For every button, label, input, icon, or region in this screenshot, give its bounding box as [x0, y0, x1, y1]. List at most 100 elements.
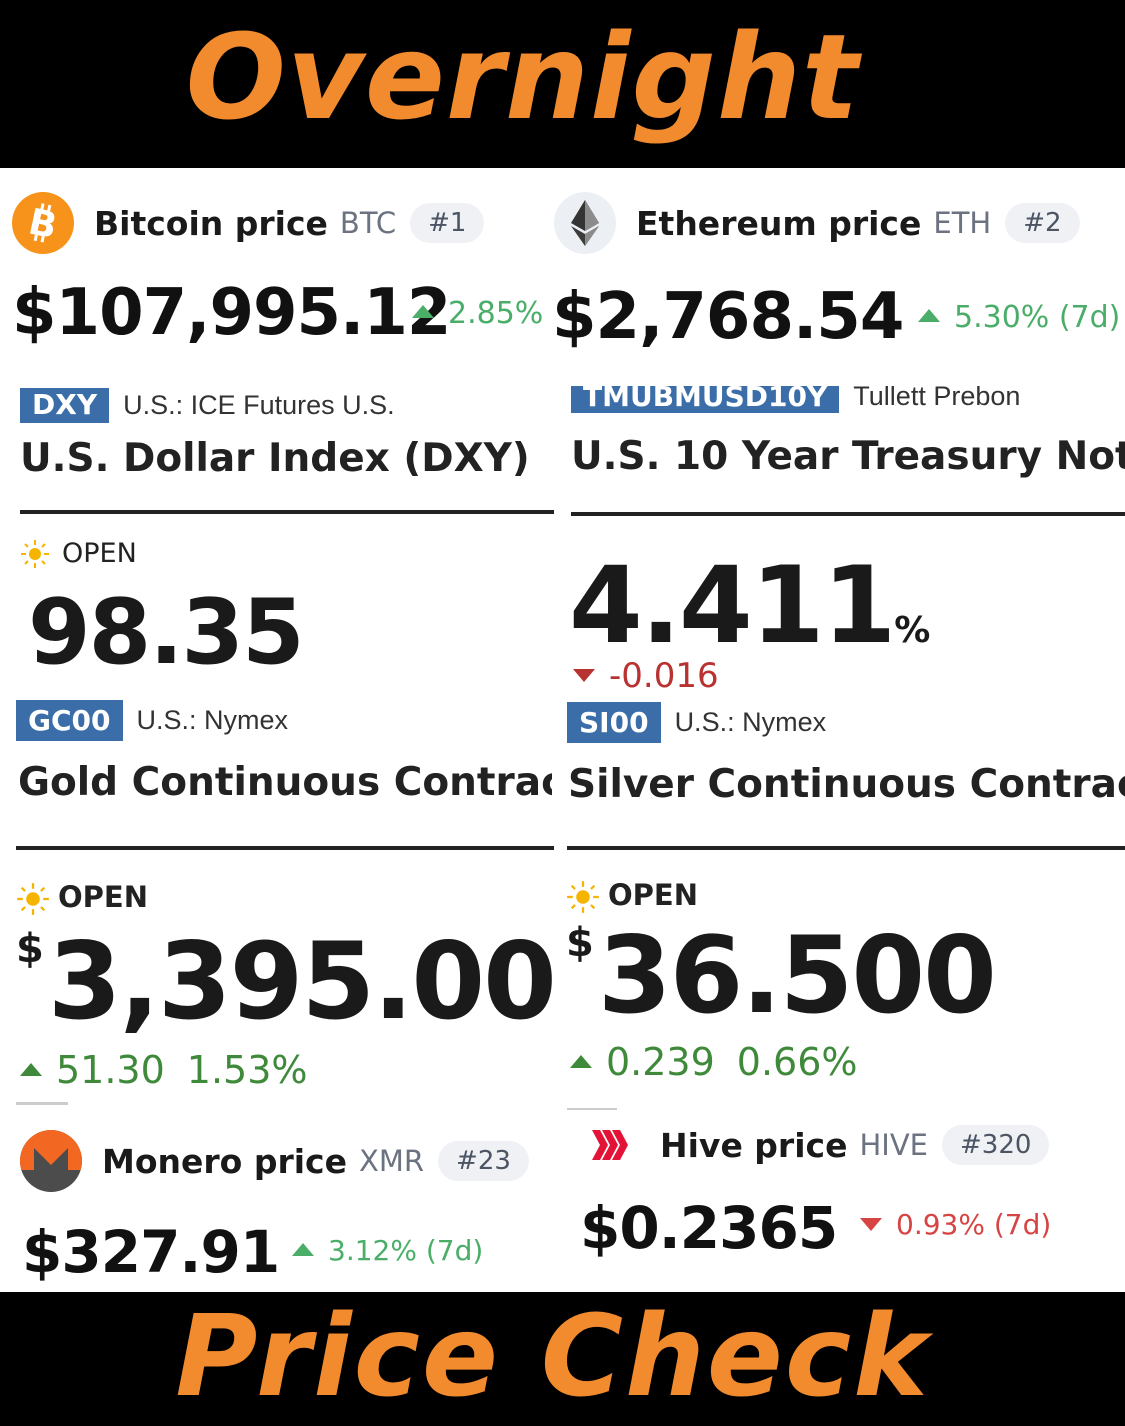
- caret-down-icon: [860, 1217, 882, 1231]
- treasury-panel: TMUBMUSD10Y Tullett Prebon U.S. 10 Year …: [565, 386, 1125, 694]
- silver-status-text: OPEN: [608, 878, 698, 912]
- sun-icon: [16, 882, 49, 915]
- caret-up-icon: [570, 1055, 592, 1068]
- monero-price: $327.91: [22, 1218, 280, 1286]
- silver-status: OPEN: [566, 878, 698, 913]
- caret-up-icon: [918, 309, 940, 322]
- hive-change: 0.93% (7d): [860, 1208, 1051, 1241]
- bitcoin-name: Bitcoin price: [94, 203, 328, 243]
- bitcoin-header: B Bitcoin price BTC #1: [12, 192, 485, 254]
- dollar-sign: $: [566, 920, 594, 966]
- gold-exchange: U.S.: Nymex: [136, 705, 289, 735]
- silver-exchange: U.S.: Nymex: [674, 707, 827, 737]
- bitcoin-change-value: 2.85% (: [448, 296, 548, 331]
- gold-change: 51.30 1.53%: [20, 1048, 308, 1092]
- monero-name: Monero price: [102, 1141, 347, 1181]
- banner-title-bottom: Price Check: [175, 1292, 930, 1422]
- silver-name: Silver Continuous Contract: [568, 762, 1125, 807]
- price-collage: B Bitcoin price BTC #1 $107,995.12 2.85%…: [0, 168, 1125, 1292]
- gold-value-row: $3,395.00: [16, 920, 556, 1043]
- sun-icon: [20, 539, 50, 569]
- dxy-exchange: U.S.: ICE Futures U.S.: [123, 390, 395, 420]
- bitcoin-price: $107,995.12: [12, 276, 451, 350]
- bitcoin-change: 2.85% (: [412, 296, 548, 331]
- treasury-ticker-row: TMUBMUSD10Y Tullett Prebon: [571, 386, 1020, 413]
- hive-name: Hive price: [660, 1125, 848, 1165]
- dxy-ticker-row: DXY U.S.: ICE Futures U.S.: [20, 388, 395, 423]
- monero-icon: [20, 1130, 82, 1192]
- gold-ticker-row: GC00 U.S.: Nymex: [16, 700, 288, 741]
- divider: [571, 512, 1125, 516]
- gold-panel: GC00 U.S.: Nymex Gold Continuous Contrac…: [0, 688, 556, 1106]
- ethereum-price: $2,768.54: [552, 280, 904, 354]
- divider: [567, 846, 1125, 850]
- ethereum-name: Ethereum price: [636, 203, 922, 243]
- monero-change: 3.12% (7d): [292, 1234, 483, 1267]
- monero-symbol: XMR: [358, 1144, 425, 1178]
- silver-change-pct: 0.66%: [736, 1040, 858, 1084]
- hive-icon: [578, 1114, 640, 1176]
- silver-change: 0.239 0.66%: [570, 1040, 858, 1084]
- ethereum-icon: [554, 192, 616, 254]
- silver-ticker-row: SI00 U.S.: Nymex: [567, 702, 826, 743]
- caret-up-icon: [412, 305, 434, 318]
- gold-status: OPEN: [16, 880, 148, 915]
- dollar-sign: $: [16, 926, 44, 972]
- ethereum-symbol: ETH: [933, 206, 992, 240]
- ethereum-change: 5.30% (7d): [918, 300, 1120, 335]
- bottom-banner: Price Check: [0, 1292, 1125, 1426]
- ethereum-header: Ethereum price ETH #2: [554, 192, 1080, 254]
- bitcoin-symbol: BTC: [339, 206, 397, 240]
- silver-change-value: 0.239: [606, 1040, 715, 1084]
- monero-rank-badge: #23: [438, 1141, 529, 1181]
- banner-title-top: Overnight: [185, 8, 860, 146]
- top-banner: Overnight: [0, 0, 1125, 168]
- monero-change-value: 3.12% (7d): [328, 1234, 484, 1267]
- ethereum-change-value: 5.30% (7d): [954, 300, 1121, 335]
- hive-rank-badge: #320: [942, 1125, 1050, 1165]
- ethereum-panel: Ethereum price ETH #2 $2,768.54 5.30% (7…: [548, 168, 1125, 373]
- caret-up-icon: [292, 1242, 314, 1256]
- sun-icon: [566, 880, 599, 913]
- dxy-ticker-badge: DXY: [20, 388, 110, 423]
- divider: [567, 1108, 617, 1110]
- ethereum-rank-badge: #2: [1005, 203, 1080, 243]
- silver-panel: SI00 U.S.: Nymex Silver Continuous Contr…: [560, 694, 1125, 1110]
- gold-ticker-badge: GC00: [16, 700, 123, 741]
- treasury-value-row: 4.411%: [569, 544, 930, 667]
- treasury-change: -0.016: [573, 656, 719, 694]
- hive-change-value: 0.93% (7d): [896, 1208, 1052, 1241]
- gold-change-value: 51.30: [56, 1048, 165, 1092]
- dxy-status: OPEN: [20, 538, 137, 569]
- hive-symbol: HIVE: [859, 1128, 928, 1162]
- bitcoin-icon: B: [12, 192, 74, 254]
- treasury-name: U.S. 10 Year Treasury Note: [571, 434, 1125, 479]
- caret-up-icon: [20, 1063, 42, 1076]
- treasury-ticker-badge: TMUBMUSD10Y: [571, 386, 840, 413]
- divider: [20, 510, 554, 514]
- silver-ticker-badge: SI00: [567, 702, 661, 743]
- gold-name: Gold Continuous Contract: [18, 760, 552, 805]
- gold-change-pct: 1.53%: [186, 1048, 308, 1092]
- divider: [16, 1102, 68, 1105]
- monero-panel: Monero price XMR #23 $327.91 3.12% (7d): [0, 1114, 560, 1292]
- treasury-change-value: -0.016: [609, 656, 719, 694]
- dxy-value: 98.35: [28, 580, 305, 685]
- bitcoin-panel: B Bitcoin price BTC #1 $107,995.12 2.85%…: [0, 168, 548, 373]
- silver-value: 36.500: [597, 914, 997, 1037]
- treasury-value: 4.411: [569, 544, 896, 667]
- monero-header: Monero price XMR #23: [20, 1130, 529, 1192]
- gold-value: 3,395.00: [47, 920, 556, 1043]
- silver-value-row: $36.500: [566, 914, 997, 1037]
- hive-price: $0.2365: [580, 1194, 838, 1262]
- hive-panel: Hive price HIVE #320 $0.2365 0.93% (7d): [560, 1114, 1125, 1292]
- percent-unit: %: [894, 610, 931, 651]
- dxy-name: U.S. Dollar Index (DXY): [20, 436, 530, 481]
- hive-header: Hive price HIVE #320: [578, 1114, 1050, 1176]
- dxy-status-text: OPEN: [62, 538, 137, 569]
- bitcoin-rank-badge: #1: [410, 203, 485, 243]
- divider: [16, 846, 554, 850]
- caret-down-icon: [573, 669, 595, 682]
- treasury-exchange: Tullett Prebon: [853, 386, 1021, 411]
- dxy-panel: DXY U.S.: ICE Futures U.S. U.S. Dollar I…: [0, 386, 560, 688]
